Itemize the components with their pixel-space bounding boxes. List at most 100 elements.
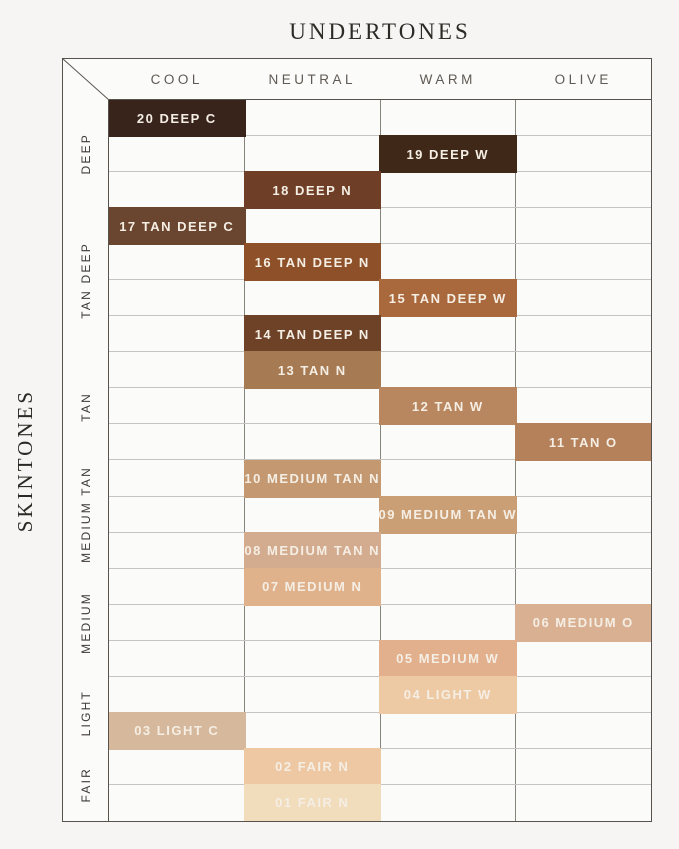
shade-cell-04-light-w: 04 LIGHT W <box>379 675 517 714</box>
row-group-label-text: LIGHT <box>78 689 93 737</box>
column-header-neutral: NEUTRAL <box>268 71 356 87</box>
grid-cell <box>109 280 245 316</box>
grid-cell <box>516 136 651 171</box>
grid-cell <box>516 352 651 387</box>
shade-label: 16 TAN DEEP N <box>254 254 370 270</box>
shade-label: 08 MEDIUM TAN N <box>244 543 381 559</box>
grid-cell <box>516 388 651 423</box>
grid-cell <box>109 460 245 496</box>
shade-label: 04 LIGHT W <box>403 687 492 703</box>
shade-cell-02-fair-n: 02 FAIR N <box>243 747 381 786</box>
undertone-column-headers: COOL NEUTRAL WARM OLIVE <box>109 59 651 100</box>
shade-cell-08-medium-tan-n: 08 MEDIUM TAN N <box>243 531 381 570</box>
shade-cell-17-tan-deep-c: 17 TAN DEEP C <box>109 207 246 246</box>
row-group-label-tan-deep: TAN DEEP <box>63 208 108 352</box>
shade-grid: 20 DEEP C 19 DEEP W 18 DEEP N 17 TAN DEEP C… <box>109 100 651 821</box>
shade-cell-11-tan-o: 11 TAN O <box>514 423 651 462</box>
grid-cell <box>381 208 517 244</box>
grid-cell <box>516 533 651 568</box>
shade-cell-06-medium-o: 06 MEDIUM O <box>514 603 651 642</box>
grid-cell <box>245 640 381 676</box>
grid-cell <box>109 604 245 640</box>
row-group-label-tan: TAN <box>63 352 108 460</box>
shade-label: 13 TAN N <box>277 362 347 378</box>
grid-cell <box>516 244 651 279</box>
shade-label: 15 TAN DEEP W <box>388 290 507 306</box>
row-group-label-text: TAN DEEP <box>78 241 93 319</box>
grid-cell <box>109 244 245 280</box>
grid-cell <box>381 316 517 352</box>
grid-cell <box>109 640 245 676</box>
grid-cell <box>516 280 651 315</box>
grid-cell <box>516 316 651 351</box>
grid-cell <box>109 388 245 424</box>
grid-cell <box>109 784 245 821</box>
shade-cell-09-medium-tan-w: 09 MEDIUM TAN W <box>378 495 518 534</box>
corner-cell <box>63 59 109 100</box>
grid-cell <box>245 100 381 136</box>
shade-label: 03 LIGHT C <box>134 723 220 739</box>
grid-cell <box>516 172 651 207</box>
grid-cell <box>381 532 517 568</box>
grid-cell <box>109 748 245 784</box>
grid-cell <box>245 676 381 712</box>
shade-cell-01-fair-n: 01 FAIR N <box>243 783 381 821</box>
grid-cell <box>109 676 245 712</box>
skintones-axis-label-text: SKINTONES <box>12 388 37 533</box>
grid-cell <box>109 532 245 568</box>
grid-cell <box>381 568 517 604</box>
shade-label: 20 DEEP C <box>136 110 217 126</box>
shade-cell-03-light-c: 03 LIGHT C <box>109 711 246 750</box>
grid-cell <box>516 785 651 821</box>
grid-cell <box>381 712 517 748</box>
grid-cell <box>109 568 245 604</box>
grid-cell <box>381 604 517 640</box>
grid-cell <box>516 749 651 784</box>
grid-cell <box>381 748 517 784</box>
grid-cell <box>109 424 245 460</box>
shade-cell-20-deep-c: 20 DEEP C <box>109 100 246 138</box>
grid-cell <box>516 569 651 604</box>
shade-label: 02 FAIR N <box>275 759 350 775</box>
row-group-label-text: FAIR <box>78 767 93 803</box>
shade-label: 19 DEEP W <box>406 146 490 162</box>
row-group-label-medium-tan: MEDIUM TAN <box>63 461 108 569</box>
shade-cell-19-deep-w: 19 DEEP W <box>379 135 517 174</box>
grid-cell <box>245 208 381 244</box>
shade-label: 18 DEEP N <box>272 182 353 198</box>
grid-cell <box>109 496 245 532</box>
skintones-axis-label: SKINTONES <box>4 99 46 822</box>
grid-cell <box>381 784 517 821</box>
shade-label: 06 MEDIUM O <box>532 615 634 631</box>
skintone-group-labels: DEEP TAN DEEP TAN MEDIUM TAN MEDIUM LIGHT FAIR <box>63 100 109 821</box>
shade-label: 14 TAN DEEP N <box>254 326 370 342</box>
shade-label: 12 TAN W <box>411 398 484 414</box>
shade-cell-18-deep-n: 18 DEEP N <box>243 171 381 210</box>
shade-cell-16-tan-deep-n: 16 TAN DEEP N <box>243 243 381 282</box>
grid-cell <box>109 352 245 388</box>
grid-cell <box>381 244 517 280</box>
column-header-cool: COOL <box>150 71 203 87</box>
grid-cell <box>109 172 245 208</box>
corner-diagonal-line <box>63 59 109 100</box>
grid-cell <box>516 713 651 748</box>
row-group-label-text: TAN <box>78 391 93 422</box>
chart-title: UNDERTONES <box>289 19 471 44</box>
shade-label: 07 MEDIUM N <box>262 579 363 595</box>
grid-cell <box>381 172 517 208</box>
grid-cell <box>245 136 381 172</box>
grid-cell <box>245 604 381 640</box>
row-group-label-text: MEDIUM <box>78 591 93 654</box>
shade-label: 09 MEDIUM TAN W <box>378 507 518 523</box>
shade-cell-12-tan-w: 12 TAN W <box>379 387 517 426</box>
row-group-label-medium: MEDIUM <box>63 569 108 677</box>
shade-label: 11 TAN O <box>548 434 618 450</box>
grid-cell <box>109 136 245 172</box>
column-header-warm: WARM <box>419 71 476 87</box>
grid-cell <box>245 388 381 424</box>
grid-cell <box>381 352 517 388</box>
row-group-label-text: DEEP <box>78 133 93 175</box>
shade-label: 10 MEDIUM TAN N <box>244 471 381 487</box>
grid-cell <box>381 460 517 496</box>
row-group-label-deep: DEEP <box>63 100 108 208</box>
